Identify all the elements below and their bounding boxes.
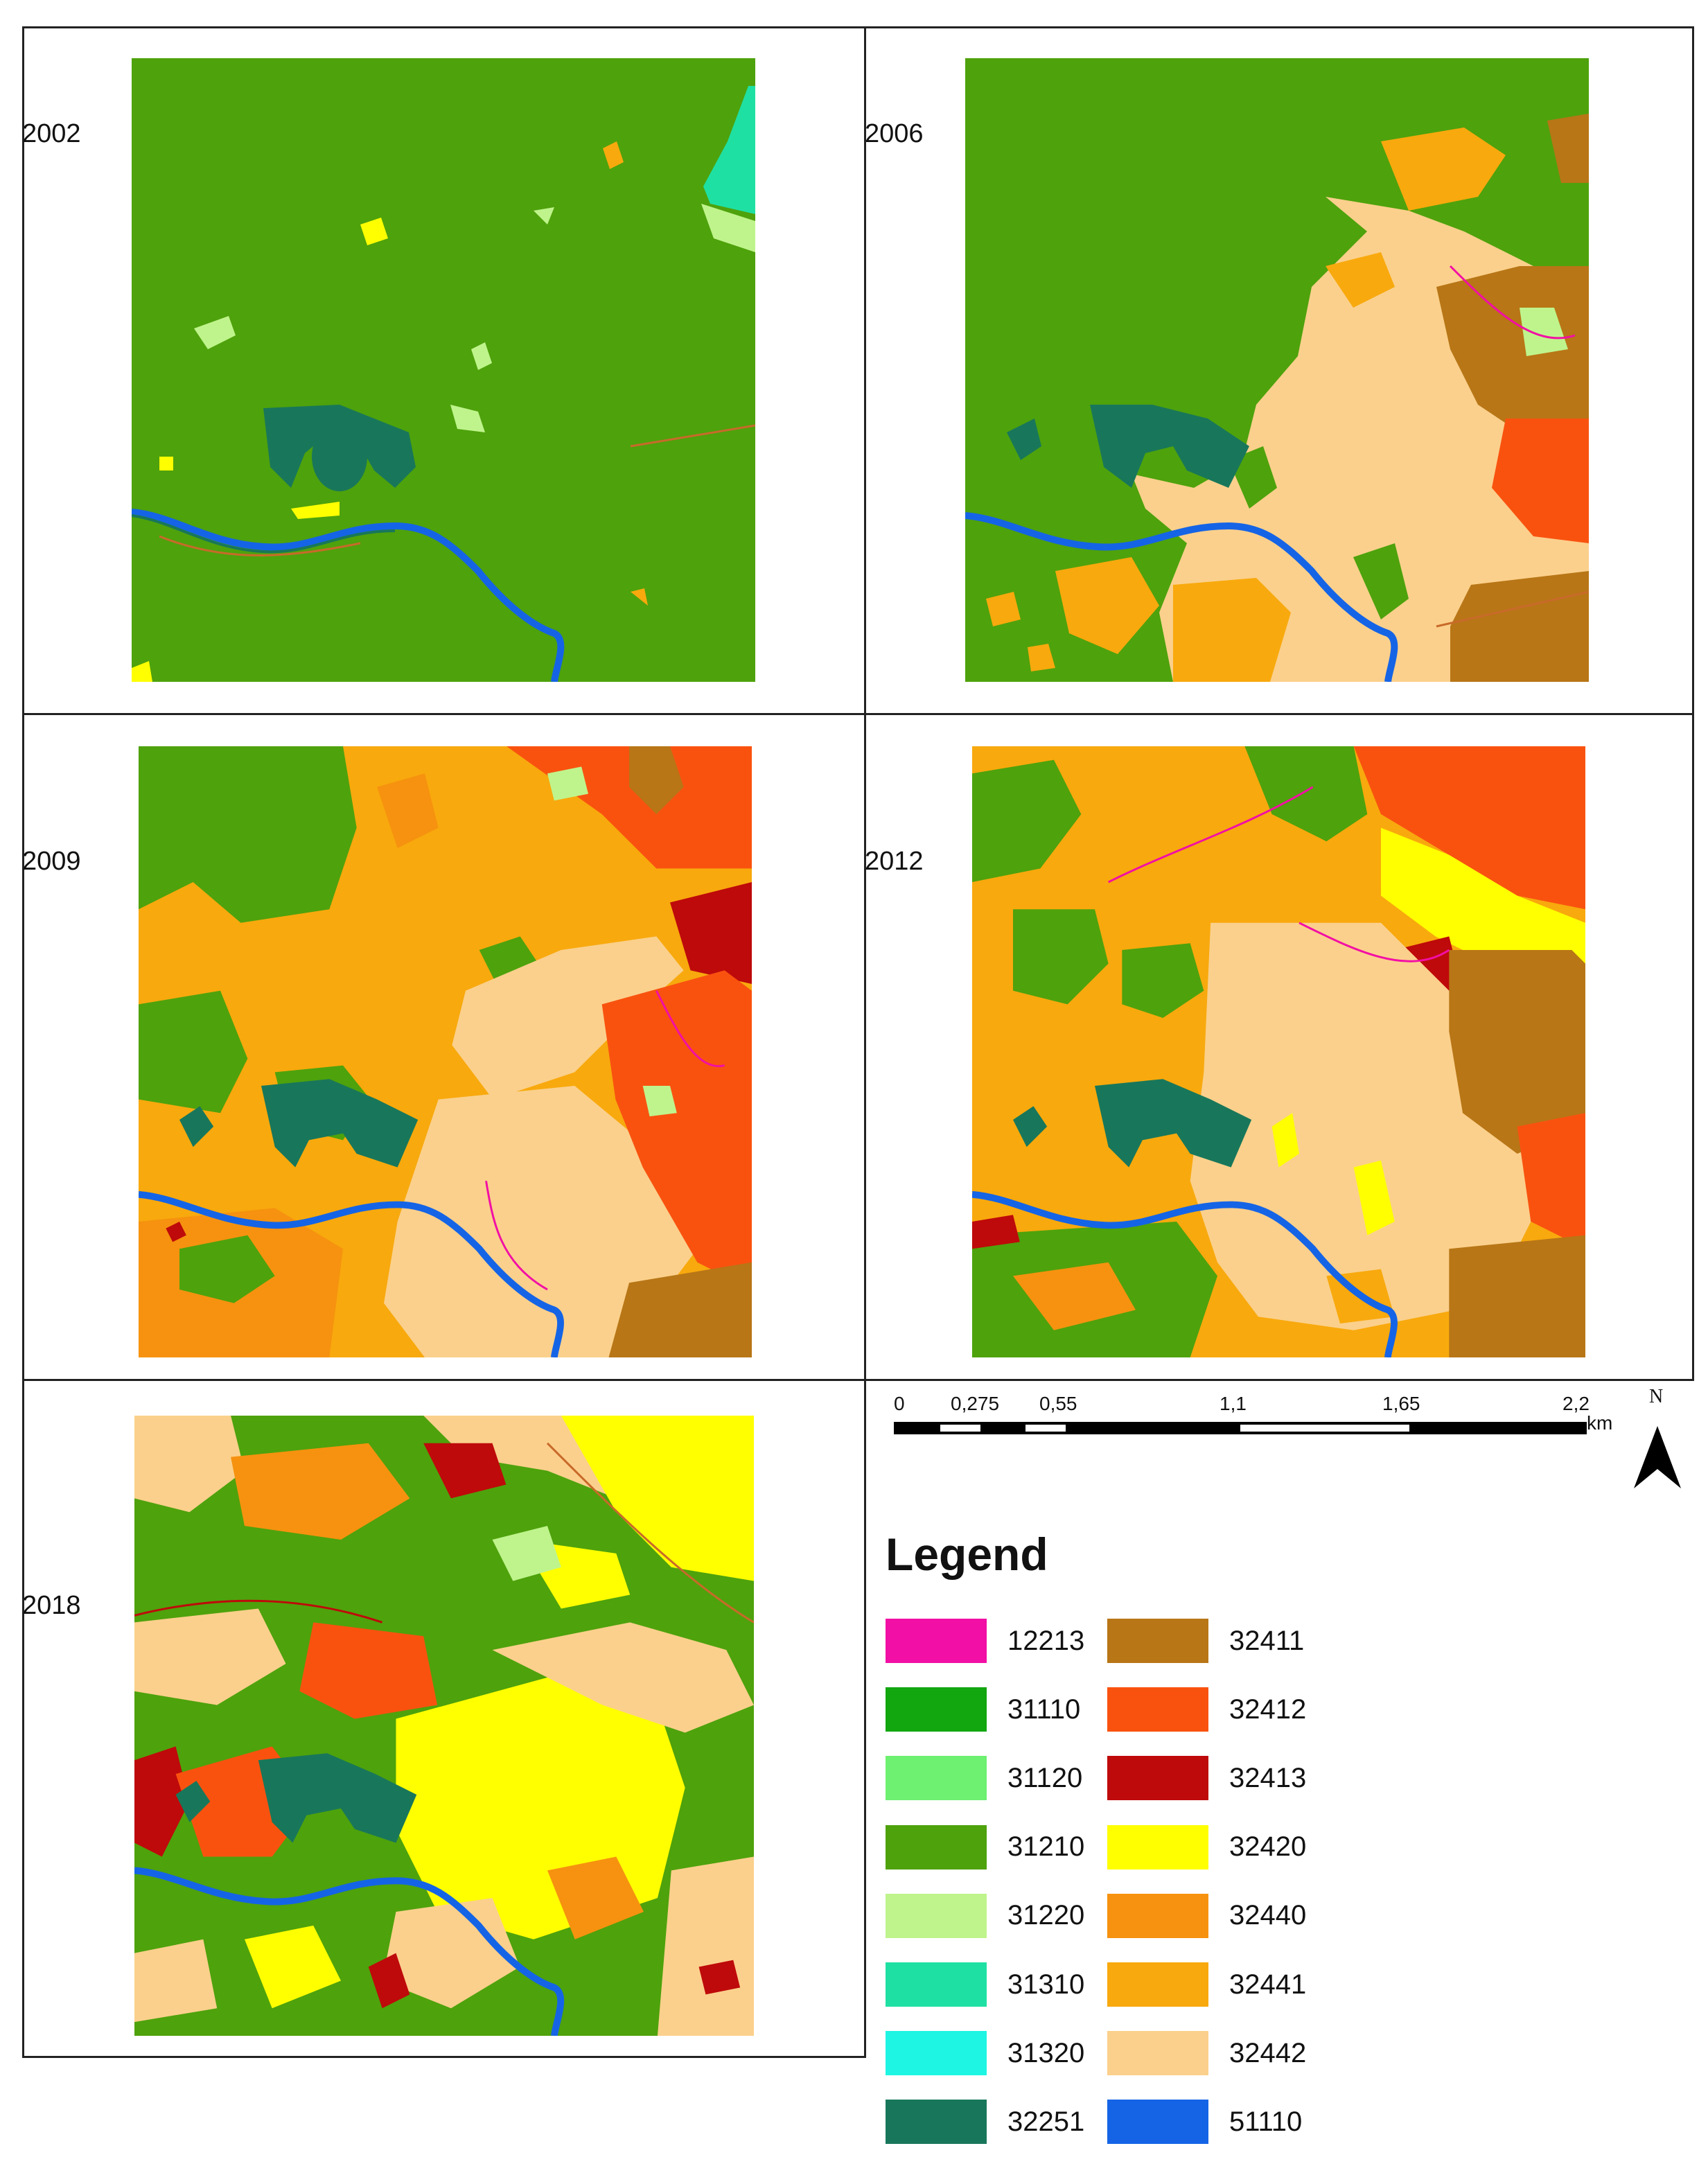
scale-bar: 0 0,275 0,55 1,1 1,65 2,2 km bbox=[894, 1393, 1635, 1448]
legend-item: 32413 bbox=[1107, 1754, 1306, 1802]
legend-label: 32251 bbox=[1007, 2106, 1085, 2137]
legend-item: 32251 bbox=[886, 2097, 1084, 2146]
legend-label: 31120 bbox=[1007, 1762, 1083, 1793]
legend-item: 31120 bbox=[886, 1754, 1082, 1802]
legend-label: 32442 bbox=[1229, 2037, 1307, 2068]
legend-item: 31220 bbox=[886, 1892, 1084, 1940]
legend-label: 32420 bbox=[1229, 1831, 1307, 1863]
legend-item: 32441 bbox=[1107, 1960, 1306, 2009]
legend-label: 32440 bbox=[1229, 1900, 1307, 1931]
scale-tick-label: 0 bbox=[894, 1393, 905, 1414]
legend-item: 32412 bbox=[1107, 1685, 1306, 1734]
legend-item: 32420 bbox=[1107, 1823, 1306, 1872]
land-cover-map-2009 bbox=[139, 746, 752, 1357]
legend-label: 31210 bbox=[1007, 1831, 1085, 1863]
year-label-2012: 2012 bbox=[865, 847, 924, 876]
year-label-2006: 2006 bbox=[865, 119, 924, 148]
legend-item: 51110 bbox=[1107, 2097, 1302, 2146]
scale-tick-label: 0,275 bbox=[951, 1393, 1000, 1414]
scale-bar-graphic bbox=[894, 1422, 1587, 1434]
land-cover-map-2006 bbox=[965, 58, 1589, 682]
legend-label: 51110 bbox=[1229, 2106, 1303, 2137]
legend-swatch bbox=[1107, 1893, 1208, 1938]
legend-swatch bbox=[886, 2031, 987, 2076]
legend-swatch bbox=[886, 2100, 987, 2145]
legend-label: 32413 bbox=[1229, 1762, 1307, 1793]
scale-tick-label: 1,65 bbox=[1382, 1393, 1420, 1414]
scale-tick-label: 1,1 bbox=[1220, 1393, 1247, 1414]
legend-swatch bbox=[1107, 1687, 1208, 1732]
north-arrow-icon bbox=[1634, 1426, 1681, 1488]
land-cover-map-2018 bbox=[134, 1416, 754, 2036]
north-label: N bbox=[1649, 1386, 1664, 1407]
land-cover-map-2002 bbox=[132, 58, 755, 682]
legend-swatch bbox=[886, 1756, 987, 1801]
scale-tick-label: 2,2 bbox=[1562, 1393, 1590, 1414]
legend-label: 32412 bbox=[1229, 1693, 1307, 1725]
legend-swatch bbox=[1107, 1619, 1208, 1663]
panel-frame-2018 bbox=[22, 1379, 866, 2058]
legend-swatch bbox=[1107, 1756, 1208, 1801]
legend-title: Legend bbox=[886, 1529, 1048, 1580]
legend-item: 31210 bbox=[886, 1823, 1084, 1872]
legend-item: 32442 bbox=[1107, 2029, 1306, 2077]
legend-swatch bbox=[886, 1893, 987, 1938]
legend-item: 32411 bbox=[1107, 1617, 1304, 1665]
legend-swatch bbox=[886, 1687, 987, 1732]
legend-label: 12213 bbox=[1007, 1625, 1085, 1656]
legend-item: 31310 bbox=[886, 1960, 1084, 2009]
year-label-2009: 2009 bbox=[22, 847, 81, 876]
north-arrow: N bbox=[1630, 1386, 1685, 1490]
legend-label: 32441 bbox=[1229, 1969, 1307, 2000]
scale-unit-label: km bbox=[1587, 1412, 1613, 1434]
legend-swatch bbox=[1107, 2031, 1208, 2076]
scale-tick-label: 0,55 bbox=[1039, 1393, 1077, 1414]
year-label-2002: 2002 bbox=[22, 119, 81, 148]
legend-item: 12213 bbox=[886, 1617, 1084, 1665]
legend-label: 31110 bbox=[1007, 1693, 1081, 1725]
legend-swatch bbox=[1107, 1824, 1208, 1870]
legend-item: 31320 bbox=[886, 2029, 1084, 2077]
land-cover-map-2012 bbox=[972, 746, 1585, 1357]
legend-swatch bbox=[886, 1824, 987, 1870]
legend-label: 31320 bbox=[1007, 2037, 1085, 2068]
legend-swatch bbox=[886, 1962, 987, 2007]
legend-label: 31220 bbox=[1007, 1900, 1085, 1931]
legend-swatch bbox=[1107, 2100, 1208, 2145]
legend-swatch bbox=[886, 1619, 987, 1663]
legend-item: 31110 bbox=[886, 1685, 1080, 1734]
legend-swatch bbox=[1107, 1962, 1208, 2007]
legend-label: 31310 bbox=[1007, 1969, 1085, 2000]
panel-frame-2012 bbox=[864, 713, 1694, 1381]
legend-label: 32411 bbox=[1229, 1625, 1305, 1656]
year-label-2018: 2018 bbox=[22, 1591, 81, 1620]
legend-item: 32440 bbox=[1107, 1892, 1306, 1940]
